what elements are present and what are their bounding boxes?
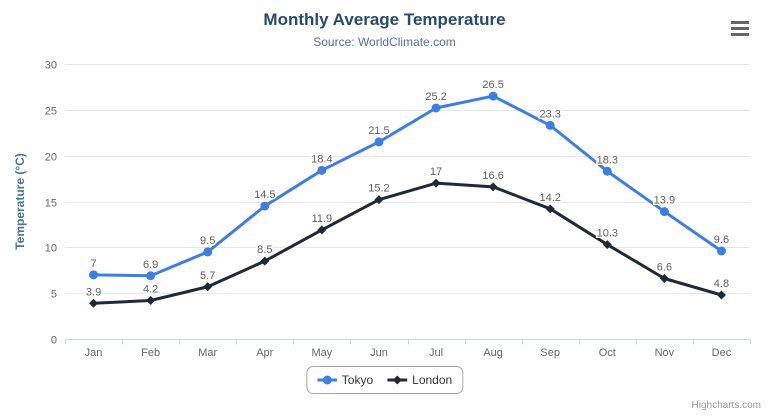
point-tokyo-Nov[interactable] [659, 207, 669, 217]
data-label: 15.2 [368, 183, 389, 195]
point-tokyo-May[interactable] [317, 165, 327, 175]
credits-link[interactable]: Highcharts.com [691, 400, 761, 411]
x-axis-label: Oct [599, 347, 616, 359]
y-axis-label: 30 [45, 60, 57, 72]
point-london-Mar[interactable] [203, 282, 213, 292]
x-axis-label: Dec [712, 347, 732, 359]
data-label: 5.7 [200, 270, 215, 282]
point-tokyo-Jun[interactable] [374, 137, 384, 147]
x-axis-label: Apr [256, 347, 273, 359]
point-tokyo-Jan[interactable] [89, 270, 99, 280]
point-tokyo-Mar[interactable] [203, 247, 213, 257]
x-axis-label: Jun [370, 347, 388, 359]
point-london-Jan[interactable] [89, 298, 99, 308]
data-label: 8.5 [257, 244, 272, 256]
y-axis-label: 5 [51, 289, 57, 301]
data-label: 25.2 [425, 91, 446, 103]
legend-marker-circle-icon [316, 375, 337, 385]
data-label: 14.2 [539, 192, 560, 204]
data-label: 17 [430, 166, 442, 178]
chart-title: Monthly Average Temperature [263, 10, 506, 29]
point-london-Jun[interactable] [374, 195, 384, 205]
legend-item-tokyo[interactable]: Tokyo [316, 373, 374, 387]
point-london-Oct[interactable] [602, 240, 612, 250]
data-label: 14.5 [254, 189, 275, 201]
y-axis-label: 25 [45, 106, 57, 118]
hamburger-bar [731, 26, 749, 30]
x-axis-label: Nov [655, 347, 675, 359]
point-tokyo-Jul[interactable] [431, 103, 441, 113]
y-axis-label: 15 [45, 198, 57, 210]
y-axis-label: 0 [51, 335, 57, 347]
point-tokyo-Sep[interactable] [545, 120, 555, 130]
hamburger-bar [731, 20, 749, 24]
point-tokyo-Apr[interactable] [260, 201, 270, 211]
point-london-Sep[interactable] [545, 204, 555, 214]
point-london-Feb[interactable] [146, 296, 156, 305]
x-axis-label: Aug [483, 347, 503, 359]
point-london-Dec[interactable] [716, 290, 726, 300]
data-label: 7 [90, 258, 96, 270]
legend-label: Tokyo [341, 373, 374, 387]
data-label: 9.5 [200, 235, 215, 247]
series-line-london [92, 181, 723, 305]
data-label: 21.5 [368, 125, 389, 137]
x-axis-label: May [311, 347, 332, 359]
data-label: 18.4 [311, 153, 332, 165]
point-london-Nov[interactable] [659, 274, 669, 283]
data-label: 13.9 [654, 195, 675, 207]
point-tokyo-Aug[interactable] [488, 91, 498, 101]
data-label: 26.5 [482, 79, 503, 91]
data-label: 23.3 [539, 108, 560, 120]
point-tokyo-Oct[interactable] [602, 166, 612, 176]
point-tokyo-Dec[interactable] [716, 246, 726, 256]
y-axis-label: 20 [45, 152, 57, 164]
point-london-Jul[interactable] [431, 178, 441, 188]
series-line-tokyo [92, 94, 723, 278]
y-axis-label: 10 [45, 243, 57, 255]
y-axis-title: Temperature (°C) [13, 153, 27, 250]
data-label: 3.9 [86, 286, 101, 298]
legend-label: London [412, 373, 453, 387]
chart-subtitle: Source: WorldClimate.com [313, 35, 456, 49]
x-axis-label: Jan [85, 347, 103, 359]
data-label: 18.3 [597, 154, 618, 166]
point-london-May[interactable] [317, 225, 327, 235]
data-label: 6.9 [143, 259, 158, 271]
hamburger-icon[interactable] [726, 16, 754, 40]
data-label: 11.9 [312, 213, 333, 225]
data-label: 9.6 [714, 234, 729, 246]
hamburger-bar [731, 32, 749, 36]
legend: Tokyo London [305, 366, 464, 394]
data-label: 6.6 [657, 262, 672, 274]
data-label: 16.6 [482, 170, 503, 182]
legend-item-london[interactable]: London [387, 373, 452, 387]
data-label: 10.3 [597, 228, 618, 240]
legend-marker-diamond-icon [387, 375, 408, 385]
data-label: 4.2 [143, 284, 158, 296]
x-axis-label: Sep [540, 347, 560, 359]
point-tokyo-Feb[interactable] [146, 271, 156, 281]
data-label: 4.8 [714, 278, 729, 290]
point-london-Aug[interactable] [488, 182, 498, 192]
x-axis-label: Jul [429, 347, 443, 359]
x-axis-label: Mar [198, 347, 217, 359]
point-london-Apr[interactable] [260, 256, 270, 266]
x-axis-label: Feb [141, 347, 160, 359]
